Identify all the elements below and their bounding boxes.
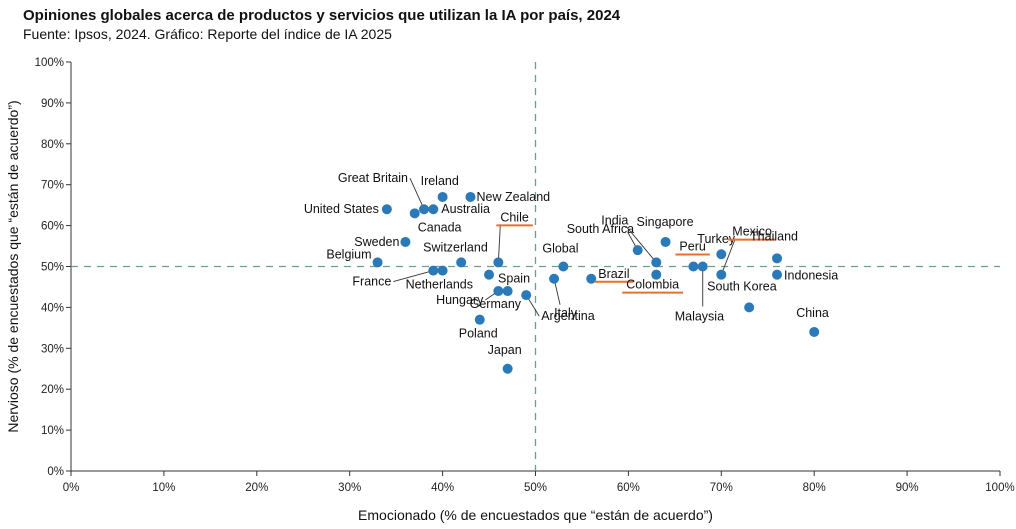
point-label: Argentina — [541, 309, 595, 323]
x-tick-label: 0% — [63, 482, 80, 494]
data-point — [716, 249, 727, 260]
data-point — [502, 286, 513, 297]
data-point — [484, 269, 495, 280]
x-tick-label: 60% — [617, 482, 640, 494]
data-point — [651, 257, 662, 268]
data-point — [549, 273, 560, 284]
point-label: Great Britain — [338, 171, 408, 185]
data-point — [716, 269, 727, 280]
leader-line — [497, 224, 501, 263]
data-point — [428, 204, 439, 215]
point-label: Colombia — [626, 278, 679, 292]
point-label: Hungary — [436, 293, 484, 307]
y-tick-label: 90% — [41, 98, 64, 110]
data-point — [772, 253, 783, 264]
point-label: Brazil — [598, 267, 629, 281]
data-point — [697, 261, 708, 272]
chart-subtitle: Fuente: Ipsos, 2024. Gráfico: Reporte de… — [23, 26, 392, 42]
point-label: Singapore — [637, 215, 694, 229]
point-label: Mexico — [732, 225, 772, 239]
x-tick-label: 10% — [152, 482, 175, 494]
data-point — [558, 261, 569, 272]
point-label: Spain — [498, 272, 530, 286]
y-tick-label: 80% — [41, 139, 64, 151]
leader-line — [625, 226, 657, 263]
y-tick-label: 70% — [41, 180, 64, 192]
y-tick-label: 40% — [41, 302, 64, 314]
data-point — [437, 265, 448, 276]
y-tick-label: 10% — [41, 425, 64, 437]
data-point — [456, 257, 467, 268]
x-tick-label: 40% — [431, 482, 454, 494]
point-label: Poland — [459, 327, 498, 341]
x-tick-label: 20% — [245, 482, 268, 494]
point-label: New Zealand — [476, 190, 550, 204]
y-tick-label: 50% — [41, 262, 64, 274]
data-point — [772, 269, 783, 280]
point-label: Chile — [500, 210, 529, 224]
leader-line — [393, 270, 434, 283]
point-label: Japan — [488, 343, 522, 357]
x-axis-title: Emocionado (% de encuestados que “están … — [358, 507, 713, 523]
data-point — [809, 326, 820, 337]
data-point — [521, 290, 532, 301]
data-point — [381, 204, 392, 215]
y-axis-title: Nervioso (% de encuestados que “están de… — [5, 100, 21, 432]
data-point — [400, 236, 411, 247]
data-point — [474, 314, 485, 325]
point-label: Turkey — [697, 232, 735, 246]
point-label: Sweden — [354, 235, 399, 249]
point-label: India — [601, 213, 628, 227]
point-label: Australia — [441, 202, 490, 216]
leader-line — [720, 238, 736, 275]
chart-title: Opiniones globales acerca de productos y… — [23, 7, 621, 24]
y-tick-label: 30% — [41, 343, 64, 355]
point-label: United States — [304, 202, 379, 216]
leader-line — [409, 178, 425, 210]
point-label: Canada — [418, 220, 462, 234]
data-point — [744, 302, 755, 313]
point-label: Switzerland — [423, 240, 488, 254]
point-label: France — [352, 275, 391, 289]
x-tick-label: 50% — [524, 482, 547, 494]
y-tick-label: 100% — [35, 57, 64, 69]
point-label: Germany — [470, 297, 522, 311]
data-point — [493, 257, 504, 268]
data-point — [651, 269, 662, 280]
point-label: Italy — [554, 306, 578, 320]
point-label: Netherlands — [406, 278, 473, 292]
point-label: Global — [542, 242, 578, 256]
point-label: Thailand — [750, 229, 798, 243]
point-label: South Africa — [567, 222, 634, 236]
x-tick-label: 90% — [896, 482, 919, 494]
data-point — [437, 191, 448, 202]
point-label: Ireland — [421, 174, 459, 188]
data-point — [419, 204, 430, 215]
data-point — [493, 286, 504, 297]
data-point — [409, 208, 420, 219]
x-tick-label: 70% — [710, 482, 733, 494]
point-label: Malaysia — [675, 310, 724, 324]
point-label: Indonesia — [784, 269, 838, 283]
data-point — [660, 236, 671, 247]
data-point — [688, 261, 699, 272]
data-point — [502, 363, 513, 374]
y-tick-label: 0% — [47, 466, 64, 478]
data-point — [372, 257, 383, 268]
point-label: Belgium — [326, 247, 371, 261]
x-tick-label: 80% — [803, 482, 826, 494]
y-tick-label: 20% — [41, 384, 64, 396]
y-tick-label: 60% — [41, 221, 64, 233]
data-point — [428, 265, 439, 276]
x-tick-label: 30% — [338, 482, 361, 494]
point-label: Peru — [679, 240, 705, 254]
data-point — [586, 273, 597, 284]
x-tick-label: 100% — [985, 482, 1014, 494]
point-label: South Korea — [707, 279, 777, 293]
data-point — [632, 245, 643, 256]
data-point — [465, 191, 476, 202]
point-label: China — [796, 306, 829, 320]
